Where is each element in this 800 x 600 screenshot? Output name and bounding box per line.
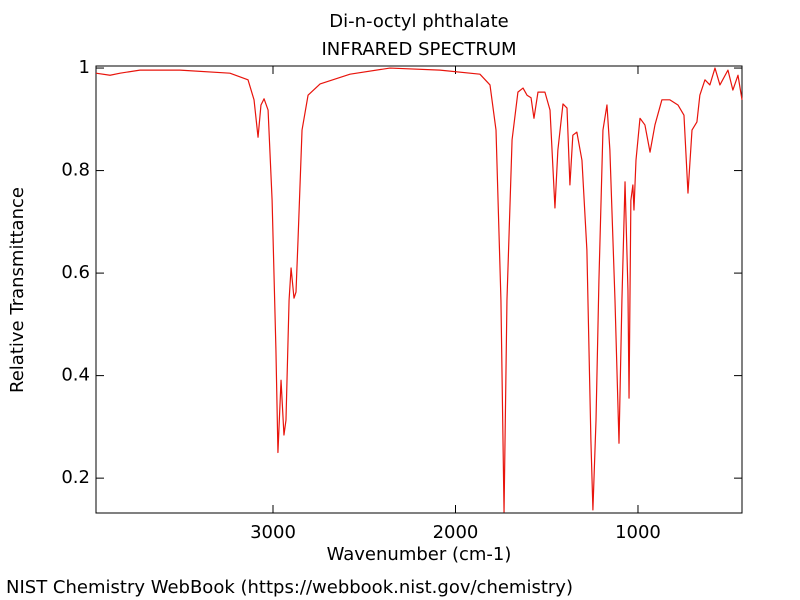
y-tick-label: 0.6 [61,262,90,283]
x-tick-label: 3000 [250,522,296,543]
chart-subtitle: INFRARED SPECTRUM [321,39,516,60]
y-tick-label: 0.2 [61,467,90,488]
x-tick-label: 2000 [433,522,479,543]
y-tick-label: 1 [79,57,90,78]
y-tick-label: 0.4 [61,365,90,386]
spectrum-line [95,67,743,513]
footer: NIST Chemistry WebBook (https://webbook.… [6,577,573,598]
y-axis-label: Relative Transmittance [7,187,28,393]
x-axis-label: Wavenumber (cm-1) [327,544,512,565]
x-tick-label: 1000 [615,522,661,543]
plot-frame [95,65,743,514]
chart-title: Di-n-octyl phthalate [329,11,508,32]
y-tick-label: 0.8 [61,160,90,181]
